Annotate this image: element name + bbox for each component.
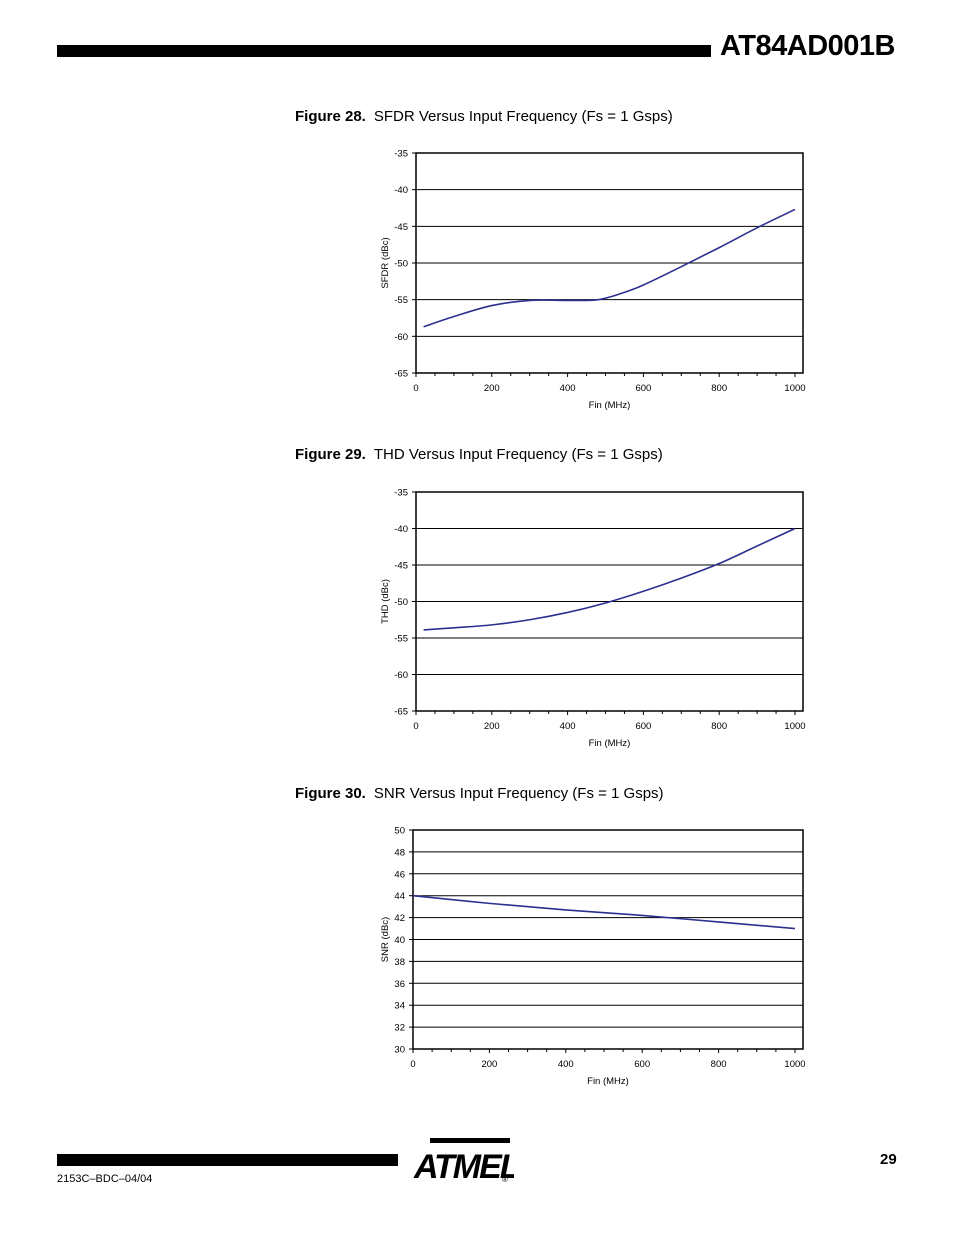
y-tick-label: -55 <box>394 295 408 306</box>
x-tick-label: 0 <box>413 721 418 732</box>
y-tick-label: 34 <box>394 1001 405 1012</box>
snr-chart: 50 48 46 44 42 40 38 36 34 32 30 0 200 400 600 800 1000 F… <box>380 826 806 1088</box>
y-tick-label: 30 <box>394 1045 405 1056</box>
figure-caption-text: SNR Versus Input Frequency (Fs = 1 Gsps) <box>373 785 664 802</box>
y-tick-label: 36 <box>394 979 405 990</box>
x-tick-label: 600 <box>635 721 651 732</box>
y-tick-label: 38 <box>394 957 405 968</box>
x-tick-label: 1000 <box>784 721 805 732</box>
figure-number: Figure 29. <box>295 446 366 463</box>
x-tick-label: 200 <box>484 383 500 394</box>
y-axis-label: SFDR (dBc) <box>380 237 391 288</box>
y-tick-label: -55 <box>394 634 408 645</box>
plot-frame <box>415 491 804 712</box>
series-line <box>412 894 796 930</box>
y-tick-label: 42 <box>394 913 405 924</box>
x-tick-label: 0 <box>413 383 418 394</box>
x-tick-label: 400 <box>560 383 576 394</box>
series-line <box>423 527 796 631</box>
plot-frame <box>412 829 804 1050</box>
x-axis-label: Fin (MHz) <box>589 400 631 411</box>
y-tick-label: 44 <box>394 891 405 902</box>
y-axis-label: THD (dBc) <box>380 579 391 624</box>
y-tick-label: -65 <box>394 369 408 380</box>
thd-chart: -35 -40 -45 -50 -55 -60 -65 0 200 400 600 800 1000 Fi… <box>380 488 806 750</box>
figure-29-caption: Figure 29. THD Versus Input Frequency (Fs… <box>295 446 663 463</box>
x-tick-label: 800 <box>711 1059 727 1070</box>
y-tick-label: 40 <box>394 935 405 946</box>
plot-frame <box>415 152 804 374</box>
x-tick-label: 400 <box>558 1059 574 1070</box>
y-tick-label: -50 <box>394 597 408 608</box>
atmel-logo: ATMEL ® <box>413 1138 514 1186</box>
x-tick-label: 800 <box>711 383 727 394</box>
figure-caption-text: THD Versus Input Frequency (Fs = 1 Gsps) <box>373 446 663 463</box>
document-code: 2153C–BDC–04/04 <box>57 1173 153 1185</box>
y-tick-label: 48 <box>394 847 405 858</box>
y-tick-label: -45 <box>394 561 408 572</box>
y-axis-label: SNR (dBc) <box>380 917 391 962</box>
x-axis-label: Fin (MHz) <box>589 738 631 749</box>
y-tick-label: -40 <box>394 524 408 535</box>
figure-number: Figure 30. <box>295 785 366 802</box>
y-tick-label: -65 <box>394 707 408 718</box>
y-tick-label: -35 <box>394 149 408 160</box>
x-tick-label: 1000 <box>784 1059 805 1070</box>
figure-28-caption: Figure 28. SFDR Versus Input Frequency (F… <box>295 108 673 125</box>
x-tick-label: 0 <box>410 1059 415 1070</box>
figure-30-caption: Figure 30. SNR Versus Input Frequency (Fs… <box>295 785 664 802</box>
y-tick-label: -45 <box>394 222 408 233</box>
x-tick-label: 1000 <box>784 383 805 394</box>
x-tick-label: 600 <box>635 383 651 394</box>
figure-number: Figure 28. <box>295 108 366 125</box>
y-tick-label: 32 <box>394 1023 405 1034</box>
figure-caption-text: SFDR Versus Input Frequency (Fs = 1 Gsps… <box>373 108 673 125</box>
y-tick-label: 50 <box>394 826 405 837</box>
y-tick-label: -40 <box>394 185 408 196</box>
x-axis-label: Fin (MHz) <box>587 1076 629 1087</box>
sfdr-chart: -35 -40 -45 -50 -55 -60 -65 0 200 400 600 800 1000 Fi… <box>380 149 806 412</box>
header-rule <box>57 45 711 57</box>
y-tick-label: 46 <box>394 869 405 880</box>
x-tick-label: 800 <box>711 721 727 732</box>
y-tick-label: -35 <box>394 488 408 499</box>
registered-mark: ® <box>502 1175 508 1184</box>
x-tick-label: 400 <box>560 721 576 732</box>
document-title: AT84AD001B <box>720 30 895 62</box>
y-tick-label: -50 <box>394 259 408 270</box>
page-number: 29 <box>880 1151 897 1168</box>
x-tick-label: 600 <box>634 1059 650 1070</box>
logo-wordmark: ATMEL <box>413 1148 514 1186</box>
series-line <box>423 208 796 328</box>
y-tick-label: -60 <box>394 332 408 343</box>
x-tick-label: 200 <box>484 721 500 732</box>
y-tick-label: -60 <box>394 670 408 681</box>
footer-rule <box>57 1154 398 1166</box>
x-tick-label: 200 <box>481 1059 497 1070</box>
